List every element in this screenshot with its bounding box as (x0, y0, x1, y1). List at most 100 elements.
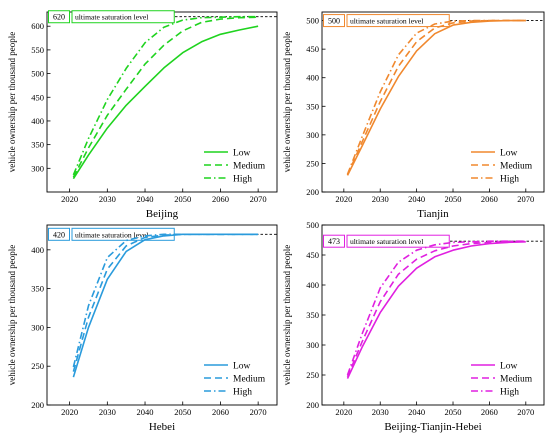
x-tick-label: 2060 (212, 407, 229, 417)
y-tick-label: 350 (31, 140, 44, 150)
y-tick-label: 400 (31, 245, 44, 255)
y-tick-label: 300 (306, 340, 319, 350)
legend-label-high: High (233, 388, 252, 398)
saturation-label: ultimate saturation level (350, 17, 423, 26)
y-tick-label: 350 (306, 310, 319, 320)
y-axis-label: vehicle ownership per thousand people (282, 245, 292, 385)
y-tick-label: 300 (31, 322, 44, 332)
y-tick-label: 400 (306, 73, 319, 83)
series-line-high (346, 19, 526, 175)
series-line-low (346, 241, 526, 379)
x-tick-label: 2060 (481, 407, 498, 417)
saturation-label-box (346, 14, 450, 28)
y-tick-label: 350 (31, 284, 44, 294)
plot-frame (321, 11, 545, 193)
x-tick-label: 2030 (372, 407, 389, 417)
y-tick-label: 300 (306, 130, 319, 140)
series-line-medium (72, 16, 259, 178)
x-axis-label: Tianjin (417, 208, 449, 220)
legend-label-high: High (500, 175, 519, 185)
x-tick-label: 2070 (517, 194, 534, 204)
x-tick-label: 2070 (250, 407, 267, 417)
y-tick-label: 400 (306, 280, 319, 290)
x-tick-label: 2040 (408, 194, 425, 204)
series-line-medium (346, 19, 526, 176)
legend-label-low: Low (233, 362, 251, 372)
y-tick-label: 500 (306, 16, 319, 26)
y-tick-label: 500 (306, 220, 319, 230)
y-tick-label: 400 (31, 116, 44, 126)
x-tick-label: 2050 (445, 194, 462, 204)
y-tick-label: 550 (31, 45, 44, 55)
y-tick-label: 250 (31, 361, 44, 371)
y-axis-label: vehicle ownership per thousand people (282, 32, 292, 172)
plot-frame (46, 224, 278, 406)
y-tick-label: 200 (306, 187, 319, 197)
saturation-label-box (346, 234, 450, 248)
panel-bth: 2020 2030 2040 2050 2060 2070 200 250 300 350 400 4… (282, 220, 545, 433)
x-axis-label: Beijing-Tianjin-Hebei (384, 421, 481, 433)
panel-beijing: 2020 2030 2040 2050 2060 2070 300 350 400 450 500 5… (7, 10, 278, 220)
legend-label-high: High (233, 175, 252, 185)
saturation-value: 500 (328, 17, 340, 26)
y-tick-label: 200 (306, 400, 319, 410)
legend-label-low: Low (500, 362, 518, 372)
y-tick-label: 250 (306, 370, 319, 380)
series-line-low (72, 25, 259, 180)
y-axis-label: vehicle ownership per thousand people (7, 32, 17, 172)
saturation-value-box (48, 227, 70, 241)
saturation-value-box (48, 10, 70, 24)
x-tick-label: 2050 (174, 407, 191, 417)
x-tick-label: 2060 (481, 194, 498, 204)
saturation-label: ultimate saturation level (75, 230, 148, 239)
x-tick-label: 2040 (137, 194, 154, 204)
y-tick-label: 450 (306, 250, 319, 260)
saturation-value-box (323, 14, 345, 28)
series-line-medium (72, 233, 259, 372)
series-line-low (72, 233, 259, 378)
y-tick-label: 350 (306, 101, 319, 111)
y-tick-label: 300 (31, 163, 44, 173)
x-tick-label: 2040 (408, 407, 425, 417)
y-tick-label: 200 (31, 400, 44, 410)
legend-label-low: Low (233, 149, 251, 159)
x-axis-label: Beijing (146, 208, 179, 220)
x-tick-label: 2040 (137, 407, 154, 417)
x-tick-label: 2030 (99, 407, 116, 417)
legend-label-medium: Medium (233, 162, 266, 172)
saturation-value: 420 (53, 230, 65, 239)
x-tick-label: 2050 (174, 194, 191, 204)
saturation-value: 620 (53, 13, 65, 22)
x-tick-label: 2030 (99, 194, 116, 204)
x-tick-label: 2060 (212, 194, 229, 204)
x-tick-label: 2050 (445, 407, 462, 417)
series-line-high (72, 15, 259, 176)
panel-hebei: 2020 2030 2040 2050 2060 2070 200 250 300 350 400 H… (7, 224, 278, 433)
panel-tianjin: 2020 2030 2040 2050 2060 2070 200 250 300 350 400 4… (282, 11, 545, 220)
y-tick-label: 500 (31, 69, 44, 79)
y-tick-label: 600 (31, 21, 44, 31)
x-axis-label: Hebei (149, 421, 175, 433)
saturation-label: ultimate saturation level (75, 13, 148, 22)
x-tick-label: 2020 (61, 194, 78, 204)
x-tick-label: 2030 (372, 194, 389, 204)
legend-label-high: High (500, 388, 519, 398)
x-tick-label: 2070 (517, 407, 534, 417)
saturation-value: 473 (328, 237, 340, 246)
saturation-value-box (323, 234, 345, 248)
legend-label-medium: Medium (233, 375, 266, 385)
y-tick-label: 250 (306, 158, 319, 168)
legend-label-medium: Medium (500, 375, 533, 385)
y-tick-label: 450 (306, 44, 319, 54)
x-tick-label: 2020 (335, 407, 352, 417)
x-tick-label: 2070 (250, 194, 267, 204)
legend-label-low: Low (500, 149, 518, 159)
series-line-high (346, 240, 526, 376)
saturation-label: ultimate saturation level (350, 237, 423, 246)
y-tick-label: 450 (31, 92, 44, 102)
legend-label-medium: Medium (500, 162, 533, 172)
saturation-label-box (71, 10, 175, 24)
x-tick-label: 2020 (61, 407, 78, 417)
x-tick-label: 2020 (335, 194, 352, 204)
